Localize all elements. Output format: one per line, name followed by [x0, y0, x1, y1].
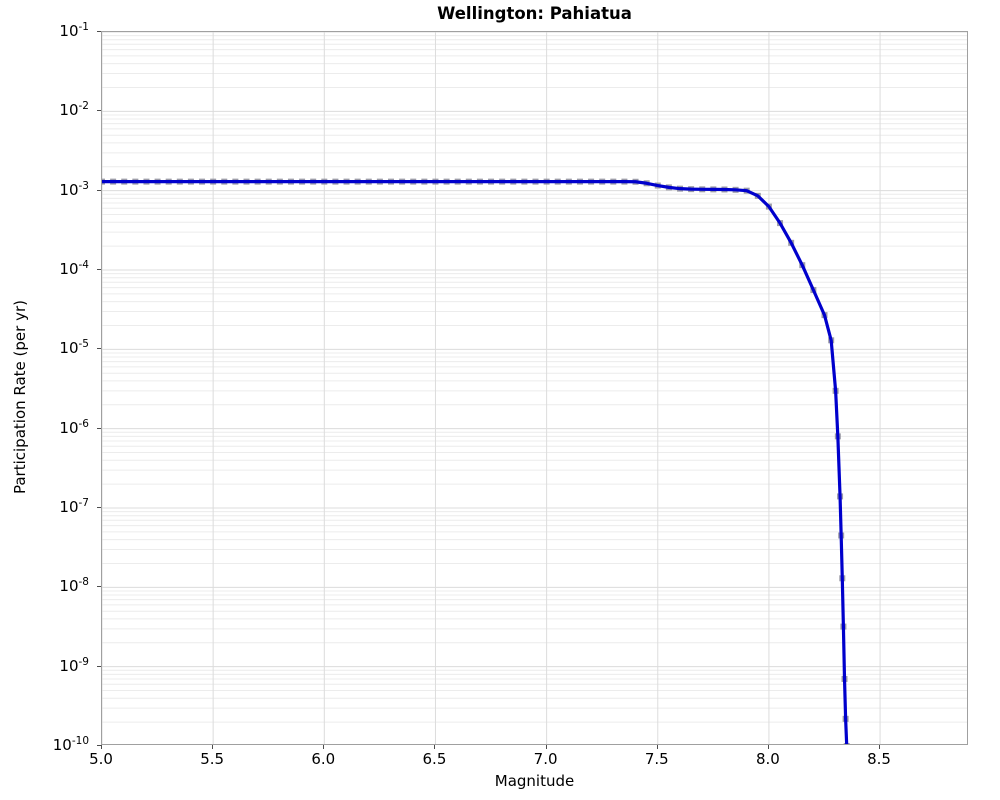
y-axis-label: Participation Rate (per yr): [11, 300, 29, 495]
y-tick-label: 10-1: [59, 21, 89, 40]
x-tick-label: 7.0: [533, 750, 558, 768]
x-tick-label: 5.0: [89, 750, 113, 768]
y-tick-label: 10-9: [59, 655, 89, 675]
y-tick-mark: [97, 269, 101, 270]
y-tick-mark: [97, 427, 101, 429]
y-tick-mark: [97, 348, 101, 350]
x-tick-label: 8.0: [755, 750, 780, 768]
y-tick-label: 10-3: [59, 179, 89, 199]
data-series-line: [102, 178, 850, 744]
y-tick-mark: [97, 507, 101, 508]
x-tick-mark: [879, 745, 881, 749]
x-tick-mark: [767, 745, 769, 749]
grid-lines: [102, 32, 967, 744]
chart-title: Wellington: Pahiatua: [437, 4, 632, 23]
y-tick-label: 10-4: [59, 259, 89, 278]
x-tick-label: 6.5: [422, 750, 447, 768]
x-tick-mark: [323, 745, 325, 749]
x-tick-label: 8.5: [867, 750, 891, 768]
y-tick-mark: [97, 665, 101, 667]
y-tick-label: 10-8: [59, 576, 89, 596]
y-tick-label: 10-7: [59, 497, 89, 516]
x-tick-label: 7.5: [644, 750, 669, 768]
y-tick-label: 10-6: [59, 417, 89, 437]
plot-area: [101, 31, 968, 745]
y-tick-label: 10-10: [52, 735, 89, 754]
y-tick-mark: [97, 189, 101, 191]
x-tick-mark: [101, 745, 102, 749]
y-tick-label: 10-5: [59, 338, 89, 358]
x-tick-label: 6.0: [311, 750, 336, 768]
y-axis-tick-labels: 10-1 10-2 10-3 10-4 10-5 10-6 10-7 10-8 10-9 10-1…: [0, 0, 95, 800]
y-tick-mark: [97, 745, 101, 746]
x-tick-mark: [212, 745, 214, 749]
x-tick-mark: [545, 745, 547, 749]
y-tick-mark: [97, 31, 101, 32]
y-tick-mark: [97, 586, 101, 588]
x-axis-label: Magnitude: [494, 772, 575, 790]
y-tick-label: 10-2: [59, 100, 89, 120]
y-tick-mark: [97, 110, 101, 112]
x-tick-label: 5.5: [200, 750, 225, 768]
x-tick-mark: [434, 745, 436, 749]
x-tick-mark: [656, 745, 658, 749]
x-axis-tick-labels: 5.0 5.5 6.0 6.5 7.0 7.5 8.0 8.5: [0, 750, 1000, 774]
